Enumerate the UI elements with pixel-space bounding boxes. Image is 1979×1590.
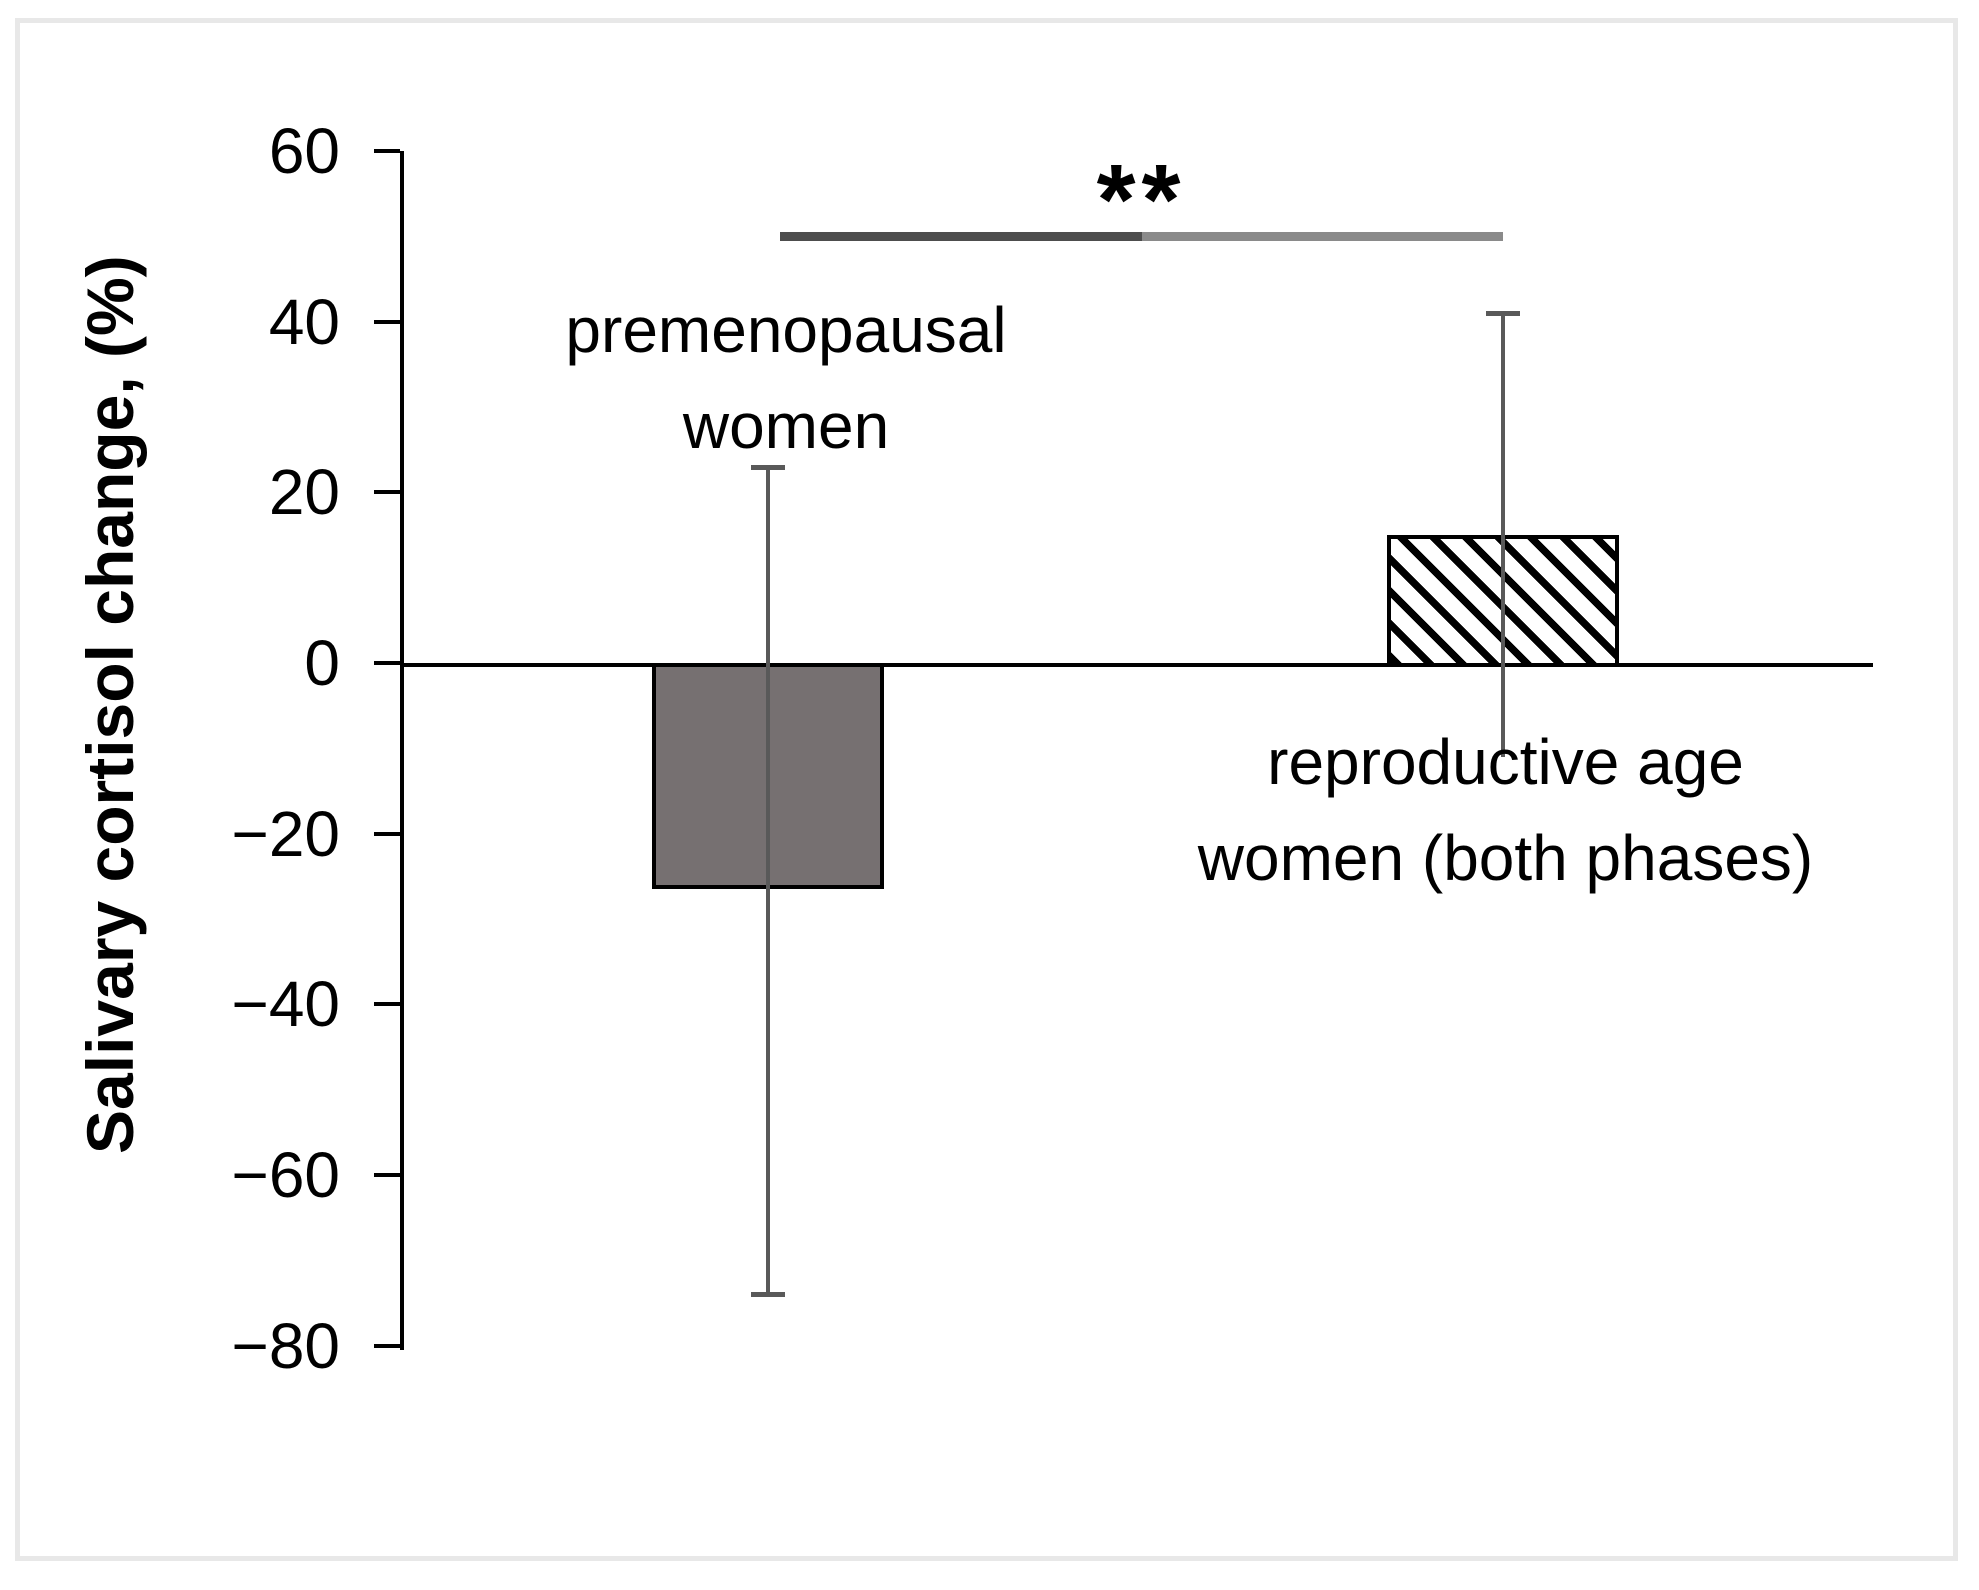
y-axis-tick-label: −40 [231,968,340,1041]
y-axis-tick-label: 40 [268,285,340,358]
y-axis-tick [374,1343,400,1348]
y-axis-tick-label: −60 [231,1139,340,1212]
y-axis-tick-label: 0 [304,627,340,699]
error-bar-reproductive-age-women [1486,311,1520,757]
category-label-premenopausal-women: premenopausal women [436,282,1136,474]
significance-line-left [780,232,1142,242]
y-axis-tick-label: −80 [231,1309,340,1382]
y-axis-tick [374,661,400,665]
category-label-line: premenopausal [565,294,1007,366]
y-axis-tick [374,148,400,153]
y-axis-line [400,151,404,1350]
y-axis-tick [374,1002,400,1007]
error-bar-cap-top [751,464,785,470]
category-label-line: reproductive age [1267,726,1744,798]
significance-line-right [1141,232,1503,242]
y-axis-tick [374,490,400,495]
y-axis-tick-label: −20 [231,797,340,870]
y-axis-tick [374,831,400,836]
significance-label: ** [1096,144,1187,257]
error-bar-premenopausal-women [751,464,785,1297]
category-label-line: women (both phases) [1197,822,1814,894]
error-bar-cap-top [1486,311,1520,317]
y-axis-tick-label: 20 [268,456,340,529]
category-label-reproductive-age-women: reproductive age women (both phases) [1098,714,1913,906]
category-label-line: women [682,390,890,462]
y-axis-tick [374,1173,400,1178]
y-axis-tick-label: 60 [268,114,340,187]
error-bar-cap-bottom [751,1291,785,1297]
chart-frame-border [15,18,1958,1561]
y-axis-tick [374,319,400,324]
x-axis-line [400,663,1873,667]
